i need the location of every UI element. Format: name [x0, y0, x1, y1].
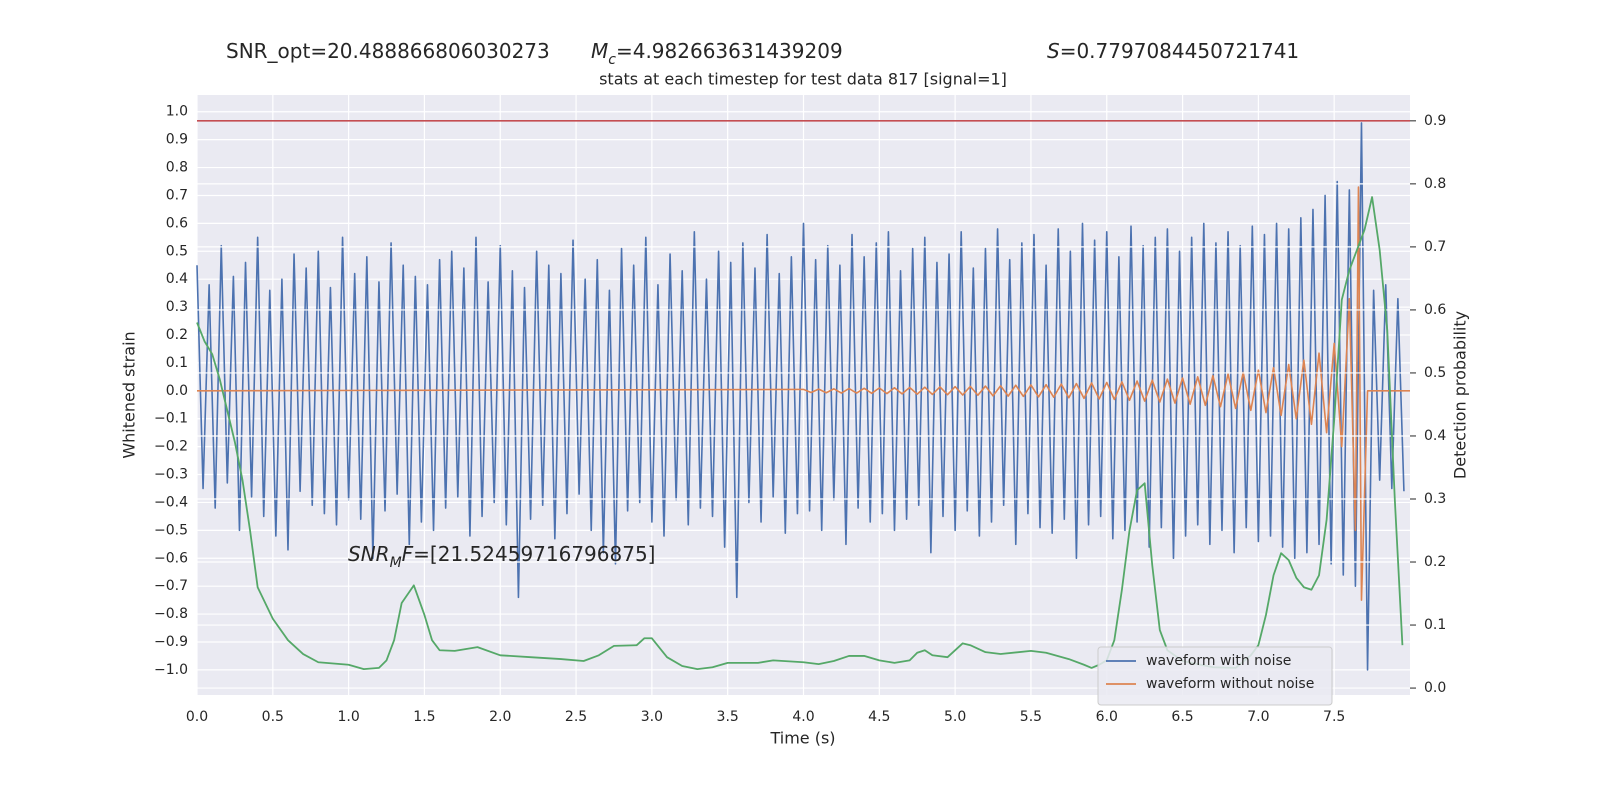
legend-box — [1097, 646, 1333, 706]
y-tick-label: −1.0 — [154, 662, 188, 678]
x-axis-label: Time (s) — [769, 729, 835, 748]
x-tick-label: 1.0 — [337, 709, 359, 725]
y2-tick-label: 0.5 — [1424, 365, 1446, 381]
text-part: F — [402, 542, 414, 566]
text-part: S — [1047, 39, 1060, 63]
x-tick-label: 3.5 — [717, 709, 739, 725]
y-tick-label: 0.6 — [166, 215, 188, 231]
y2-tick-label: 0.0 — [1424, 680, 1446, 696]
series-line — [196, 122, 1405, 671]
legend-label: waveform with noise — [1146, 653, 1291, 669]
series-line — [196, 186, 1410, 601]
x-tick-label: 5.0 — [944, 709, 966, 725]
y-tick-label: 0.8 — [166, 160, 188, 176]
header-text: S=0.7797084450721741 — [1047, 39, 1299, 63]
y-tick-label: −0.5 — [154, 522, 188, 538]
y-tick-label: −0.1 — [154, 411, 188, 427]
y-tick-label: −0.4 — [154, 494, 188, 510]
text-part: =4.982663631439209 — [616, 39, 843, 63]
y-tick-label: 0.0 — [166, 383, 188, 399]
y-tick-label: −0.7 — [154, 578, 188, 594]
y-tick-label: 1.0 — [166, 104, 188, 120]
x-tick-label: 7.5 — [1323, 709, 1345, 725]
y-tick-label: 0.2 — [166, 327, 188, 343]
text-part: c — [608, 52, 616, 68]
y-tick-label: 0.1 — [166, 355, 188, 371]
y2-tick-label: 0.9 — [1424, 113, 1446, 129]
x-tick-label: 0.0 — [186, 709, 208, 725]
y2-tick-label: 0.6 — [1424, 302, 1446, 318]
text-part: =0.7797084450721741 — [1060, 39, 1299, 63]
y-tick-label: −0.3 — [154, 467, 188, 483]
annotation: SNRMF=[21.52459716796875] — [348, 542, 656, 572]
x-tick-label: 2.5 — [565, 709, 587, 725]
legend: waveform with noise waveform without nois… — [1097, 646, 1333, 706]
x-tick-label: 3.0 — [641, 709, 663, 725]
y-tick-label: 0.7 — [166, 187, 188, 203]
y2-tick-label: 0.4 — [1424, 428, 1446, 444]
x-tick-label: 5.5 — [1020, 709, 1042, 725]
y2-tick-label: 0.3 — [1424, 491, 1446, 507]
text-part: M — [591, 39, 608, 63]
y-tick-label: 0.4 — [166, 271, 188, 287]
x-tick-label: 0.5 — [262, 709, 284, 725]
y-tick-label: −0.2 — [154, 439, 188, 455]
y-tick-label: −0.8 — [154, 606, 188, 622]
x-tick-label: 7.0 — [1247, 709, 1269, 725]
y2-tick-label: 0.8 — [1424, 176, 1446, 192]
x-tick-label: 4.0 — [792, 709, 814, 725]
y-tick-label: 0.5 — [166, 243, 188, 259]
text-part: SNR_opt=20.488866806030273 — [226, 39, 550, 63]
y-tick-label: 0.9 — [166, 132, 188, 148]
header-text: SNR_opt=20.488866806030273 — [226, 39, 550, 63]
y2-tick-label: 0.7 — [1424, 239, 1446, 255]
header-text: Mc=4.982663631439209 — [591, 39, 843, 69]
x-tick-label: 1.5 — [413, 709, 435, 725]
x-tick-label: 6.5 — [1171, 709, 1193, 725]
x-tick-label: 4.5 — [868, 709, 890, 725]
y2-axis-label: Detection probability — [1451, 311, 1470, 479]
series-line — [196, 196, 1404, 671]
y2-tick-label: 0.1 — [1424, 617, 1446, 633]
y-tick-label: −0.9 — [154, 634, 188, 650]
text-part: =[21.52459716796875] — [413, 542, 655, 566]
legend-label: waveform without noise — [1146, 676, 1314, 692]
text-part: SNR — [348, 542, 390, 566]
y-tick-label: 0.3 — [166, 299, 188, 315]
y2-tick-label: 0.2 — [1424, 554, 1446, 570]
chart-title: stats at each timestep for test data 817… — [599, 70, 1007, 89]
y-axis-label: Whitened strain — [120, 331, 139, 458]
x-tick-label: 6.0 — [1096, 709, 1118, 725]
x-tick-label: 2.0 — [489, 709, 511, 725]
text-part: M — [390, 555, 402, 571]
y-tick-label: −0.6 — [154, 550, 188, 566]
